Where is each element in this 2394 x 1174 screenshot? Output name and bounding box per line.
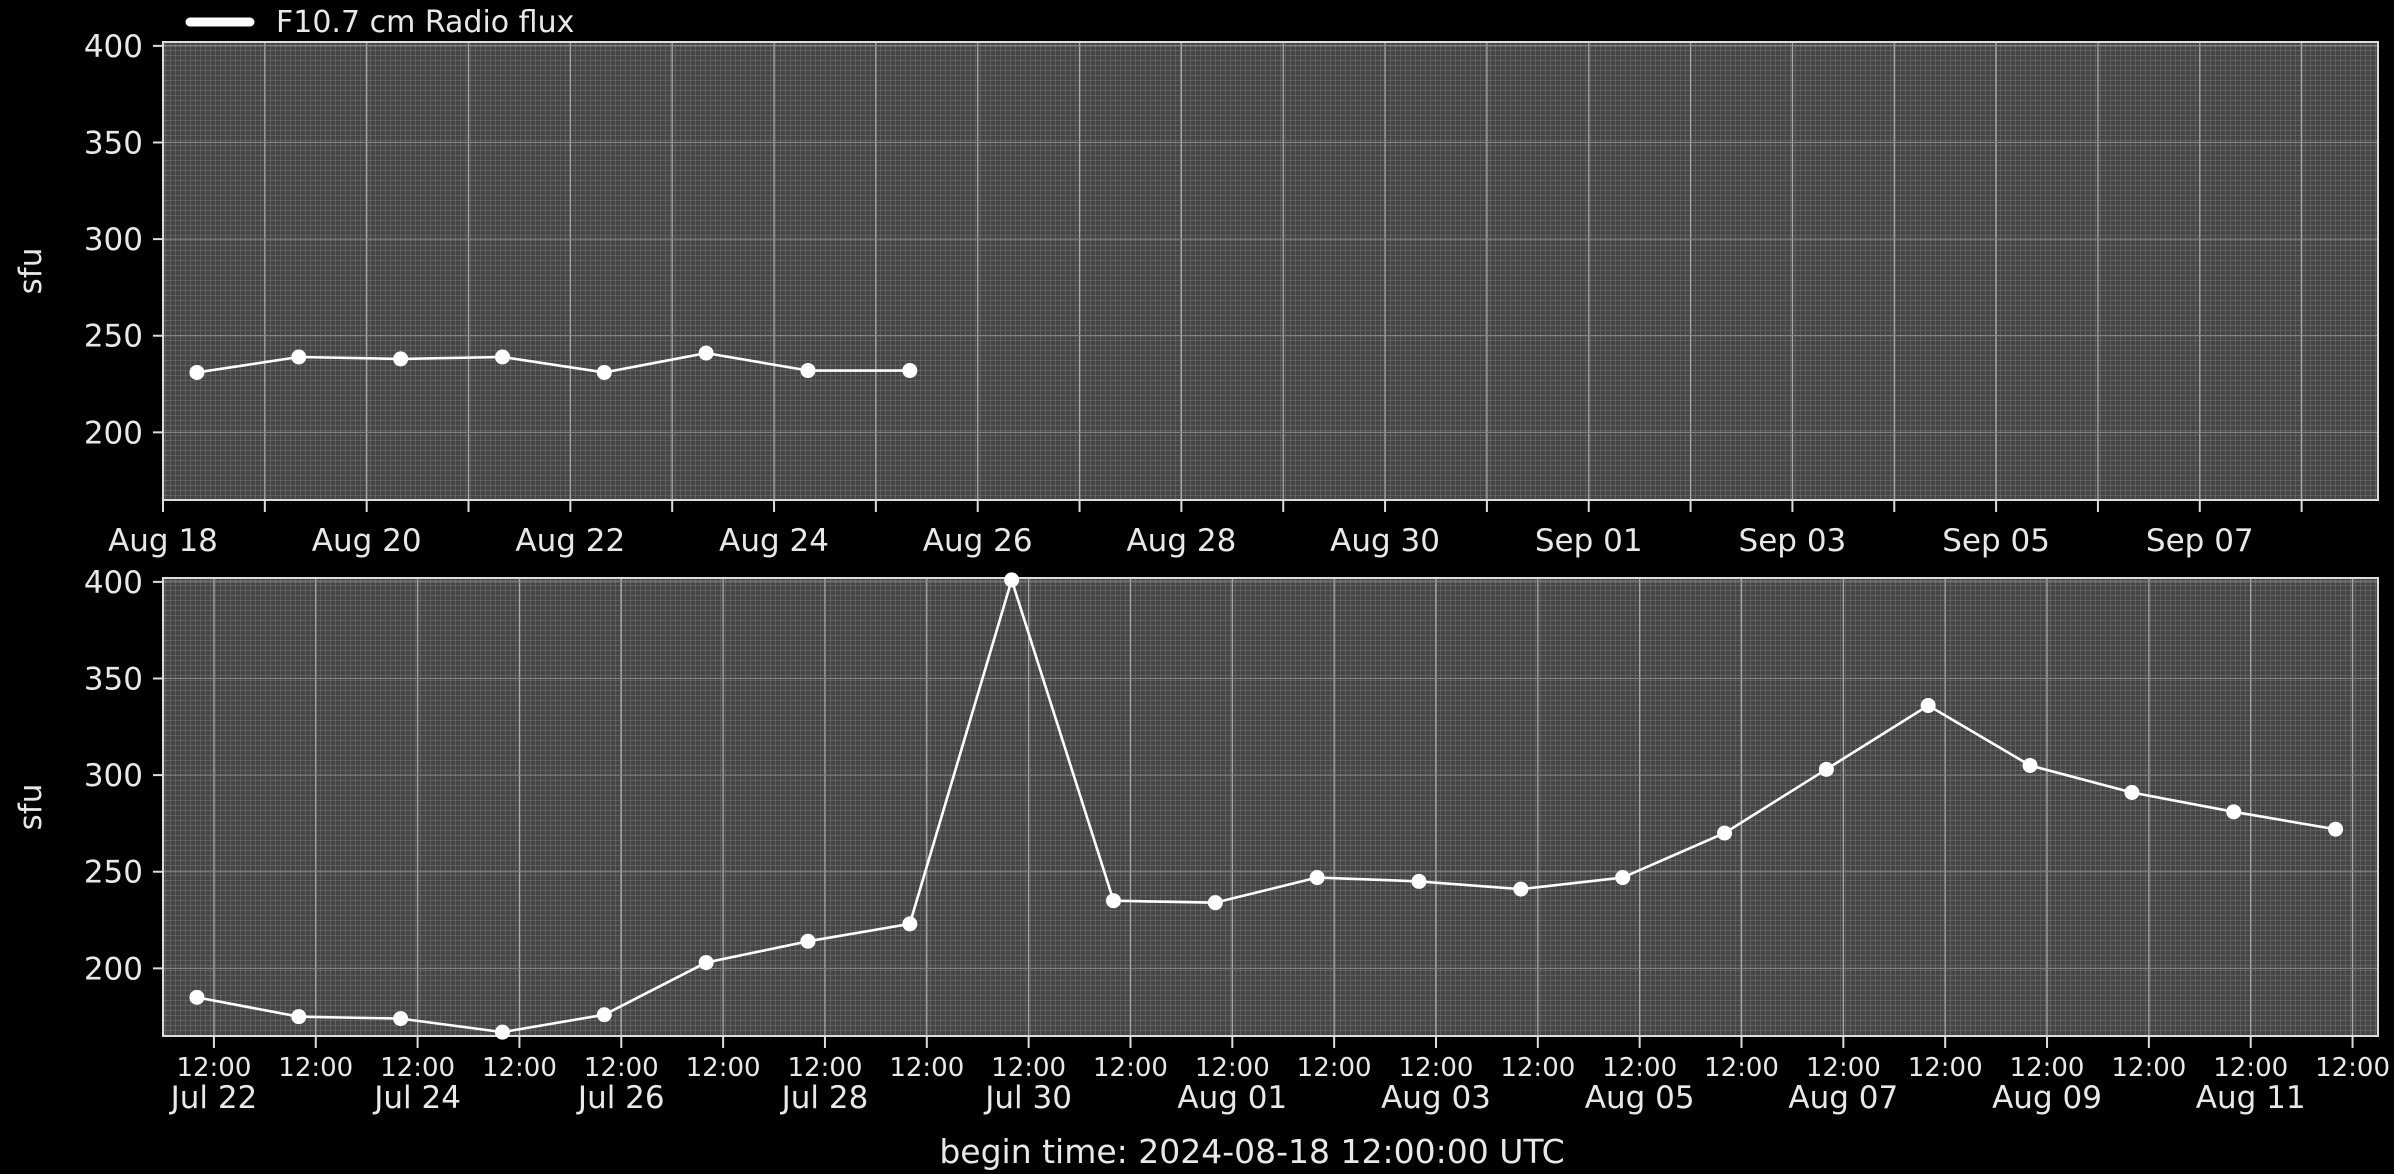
data-point xyxy=(1818,761,1834,777)
data-point xyxy=(1207,895,1223,911)
y-tick-label: 400 xyxy=(84,565,143,601)
x-minor-tick-label: 12:00 xyxy=(1399,1053,1474,1083)
axes-frame xyxy=(162,577,2379,1037)
x-major-tick-label: Sep 05 xyxy=(1942,523,2050,559)
y-tick-label: 250 xyxy=(84,319,143,355)
data-point xyxy=(1309,870,1325,886)
x-minor-tick-label: 12:00 xyxy=(686,1053,761,1083)
series-line xyxy=(196,351,910,374)
data-point xyxy=(291,1009,307,1025)
x-major-tick-label: Sep 03 xyxy=(1739,523,1847,559)
x-minor-tick-label: 12:00 xyxy=(787,1053,862,1083)
x-major-tick-label: Jul 24 xyxy=(372,1080,461,1116)
x-minor-tick-label: 12:00 xyxy=(584,1053,659,1083)
y-axis-label: sfu xyxy=(13,784,49,831)
x-minor-tick-label: 12:00 xyxy=(1195,1053,1270,1083)
y-tick-label: 200 xyxy=(84,415,143,451)
top-panel: 200 250 300 350 400 sfu Aug 18 Aug 20 Aug 22 Aug … xyxy=(13,29,2379,559)
x-minor-tick-label: 12:00 xyxy=(1908,1053,1983,1083)
x-major-tick-label: Sep 07 xyxy=(2146,523,2254,559)
data-point xyxy=(1615,870,1631,886)
x-major-tick-label: Jul 30 xyxy=(983,1080,1072,1116)
data-point xyxy=(1717,825,1733,841)
axes-frame xyxy=(162,41,2379,501)
begin-time-label: begin time: 2024-08-18 12:00:00 UTC xyxy=(939,1132,1564,1170)
data-point xyxy=(800,933,816,949)
x-major-tick-label: Jul 22 xyxy=(169,1080,258,1116)
x-major-tick-label: Aug 11 xyxy=(2196,1080,2306,1116)
data-point xyxy=(1004,572,1020,588)
x-major-tick-label: Sep 01 xyxy=(1535,523,1643,559)
bottom-panel: 200 250 300 350 400 sfu 12:00 12:00 12:00 12:00 12… xyxy=(13,565,2390,1116)
x-minor-tick-label: 12:00 xyxy=(2010,1053,2085,1083)
x-minor-tick-label: 12:00 xyxy=(2111,1053,2186,1083)
y-tick-label: 350 xyxy=(84,661,143,697)
data-point xyxy=(393,1011,409,1027)
x-major-tick-label: Aug 05 xyxy=(1585,1080,1695,1116)
y-tick-label: 300 xyxy=(84,222,143,258)
x-major-tick-label: Jul 28 xyxy=(780,1080,869,1116)
x-minor-tick-label: 12:00 xyxy=(1806,1053,1881,1083)
legend: F10.7 cm Radio flux xyxy=(185,5,574,40)
data-point xyxy=(596,1007,612,1023)
y-axis-label: sfu xyxy=(13,248,49,295)
x-minor-tick-label: 12:00 xyxy=(1297,1053,1372,1083)
x-minor-tick-label: 12:00 xyxy=(1500,1053,1575,1083)
x-minor-tick-label: 12:00 xyxy=(176,1053,251,1083)
data-point xyxy=(494,349,510,365)
data-point xyxy=(1513,881,1529,897)
data-point xyxy=(189,989,205,1005)
series-line xyxy=(196,578,2336,1034)
data-point xyxy=(2124,785,2140,801)
x-major-tick-label: Aug 26 xyxy=(923,523,1033,559)
plot-area xyxy=(163,578,2378,1036)
x-major-tick-label: Aug 24 xyxy=(719,523,829,559)
y-tick-label: 300 xyxy=(84,758,143,794)
y-tick-label: 200 xyxy=(84,951,143,987)
data-point xyxy=(189,364,205,380)
data-point xyxy=(393,351,409,367)
x-major-tick-label: Aug 07 xyxy=(1788,1080,1898,1116)
x-minor-tick-label: 12:00 xyxy=(278,1053,353,1083)
data-point xyxy=(902,916,918,932)
data-point xyxy=(698,955,714,971)
x-major-tick-label: Aug 30 xyxy=(1330,523,1440,559)
plot-area xyxy=(163,42,2378,500)
x-major-tick-label: Aug 18 xyxy=(108,523,218,559)
x-major-tick-label: Aug 28 xyxy=(1126,523,1236,559)
data-point xyxy=(902,363,918,379)
data-point xyxy=(1411,873,1427,889)
data-point xyxy=(800,363,816,379)
x-major-tick-label: Aug 09 xyxy=(1992,1080,2102,1116)
data-point xyxy=(596,364,612,380)
x-minor-tick-label: 12:00 xyxy=(380,1053,455,1083)
x-major-tick-label: Aug 22 xyxy=(515,523,625,559)
data-point xyxy=(2022,757,2038,773)
x-minor-tick-label: 12:00 xyxy=(991,1053,1066,1083)
x-minor-tick-label: 12:00 xyxy=(1602,1053,1677,1083)
data-point xyxy=(2226,804,2242,820)
y-tick-label: 400 xyxy=(84,29,143,65)
y-tick-label: 350 xyxy=(84,125,143,161)
x-major-tick-label: Jul 26 xyxy=(576,1080,665,1116)
x-major-tick-label: Aug 03 xyxy=(1381,1080,1491,1116)
data-point xyxy=(1105,893,1121,909)
data-point xyxy=(291,349,307,365)
legend-label: F10.7 cm Radio flux xyxy=(276,5,574,40)
data-point xyxy=(698,345,714,361)
data-point xyxy=(1920,698,1936,714)
x-major-tick-label: Aug 01 xyxy=(1177,1080,1287,1116)
x-minor-tick-label: 12:00 xyxy=(482,1053,557,1083)
data-point xyxy=(494,1024,510,1040)
x-minor-tick-label: 12:00 xyxy=(1093,1053,1168,1083)
y-tick-label: 250 xyxy=(84,855,143,891)
x-minor-tick-label: 12:00 xyxy=(2315,1053,2390,1083)
data-point xyxy=(2328,821,2344,837)
x-minor-tick-label: 12:00 xyxy=(1704,1053,1779,1083)
x-minor-tick-label: 12:00 xyxy=(889,1053,964,1083)
x-major-tick-label: Aug 20 xyxy=(312,523,422,559)
x-minor-tick-label: 12:00 xyxy=(2213,1053,2288,1083)
